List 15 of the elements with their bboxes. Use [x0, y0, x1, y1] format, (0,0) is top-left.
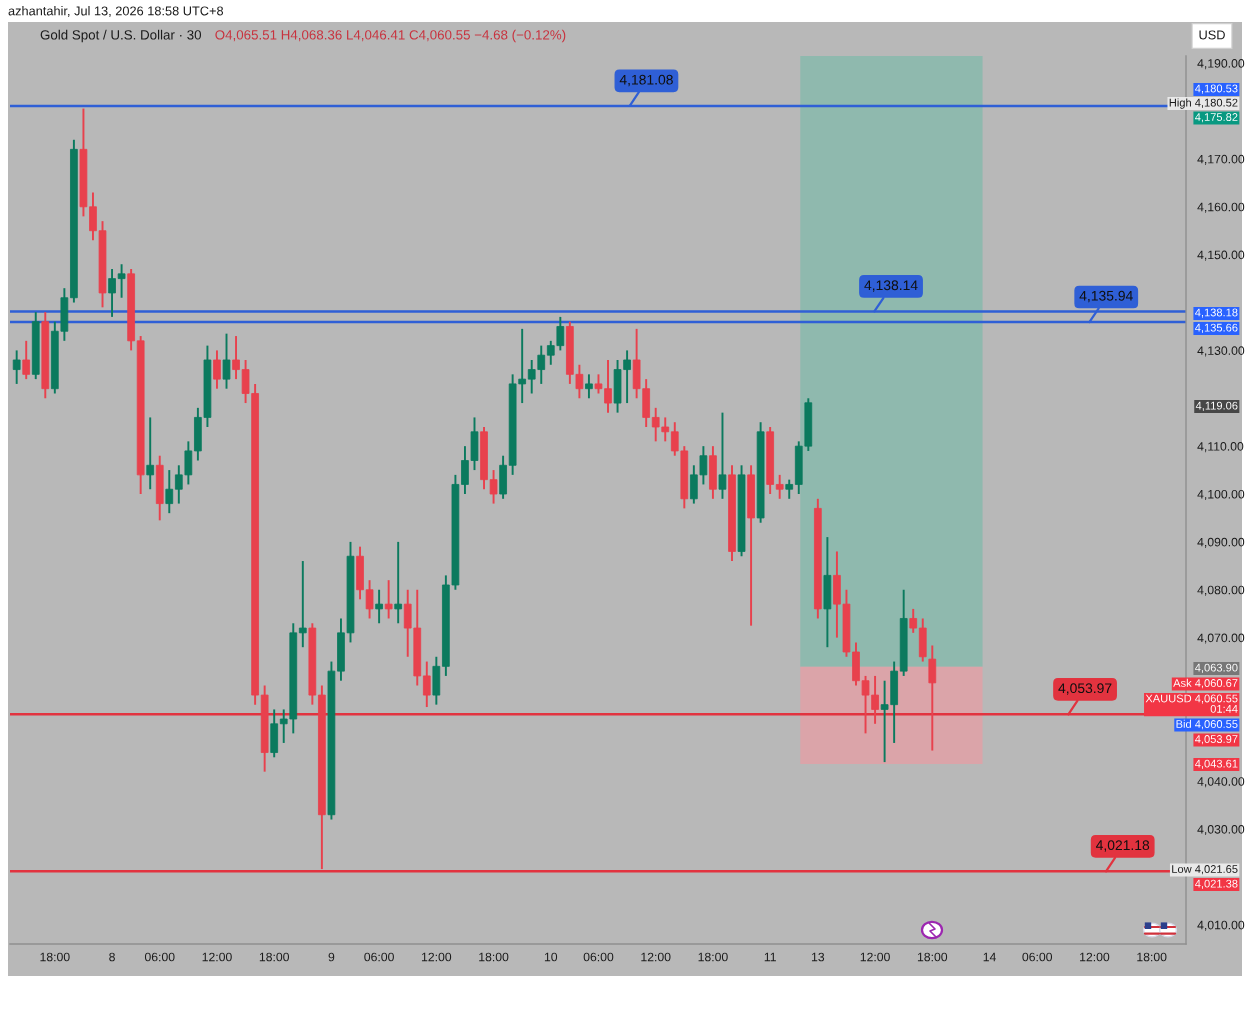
candlestick	[384, 579, 393, 620]
candlestick	[585, 373, 593, 400]
candlestick	[928, 644, 937, 752]
candlestick	[22, 339, 31, 381]
candlestick	[213, 349, 221, 390]
candlestick	[155, 454, 164, 522]
candlestick	[747, 464, 755, 627]
candlestick	[375, 588, 383, 625]
candlestick	[709, 445, 717, 500]
candlestick	[222, 332, 231, 390]
candlestick	[394, 540, 403, 625]
candlestick	[146, 416, 155, 491]
candlestick	[12, 349, 21, 385]
candlestick	[823, 536, 832, 649]
candlestick	[718, 411, 727, 500]
